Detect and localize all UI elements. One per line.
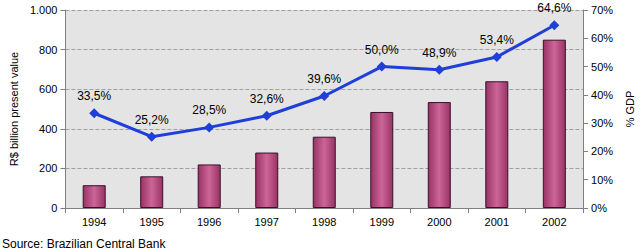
svg-text:200: 200: [39, 162, 57, 174]
svg-text:% GDP: % GDP: [624, 91, 636, 128]
svg-text:60%: 60%: [591, 32, 613, 44]
svg-text:1995: 1995: [139, 216, 163, 228]
svg-text:20%: 20%: [591, 145, 613, 157]
svg-text:50%: 50%: [591, 61, 613, 73]
svg-text:1999: 1999: [370, 216, 394, 228]
svg-text:25,2%: 25,2%: [135, 113, 169, 127]
svg-text:R$ billion present value: R$ billion present value: [8, 52, 20, 166]
svg-text:64,6%: 64,6%: [537, 1, 571, 15]
svg-text:48,9%: 48,9%: [422, 46, 456, 60]
svg-text:39,6%: 39,6%: [307, 72, 341, 86]
svg-text:0%: 0%: [591, 202, 607, 214]
svg-text:2001: 2001: [485, 216, 509, 228]
svg-text:50,0%: 50,0%: [365, 43, 399, 57]
svg-text:53,4%: 53,4%: [480, 33, 514, 47]
svg-text:70%: 70%: [591, 4, 613, 16]
svg-text:1997: 1997: [254, 216, 278, 228]
svg-text:1998: 1998: [312, 216, 336, 228]
svg-text:32,6%: 32,6%: [250, 92, 284, 106]
svg-text:2000: 2000: [427, 216, 451, 228]
svg-text:0: 0: [51, 202, 57, 214]
svg-text:800: 800: [39, 44, 57, 56]
svg-text:400: 400: [39, 123, 57, 135]
svg-text:1996: 1996: [197, 216, 221, 228]
svg-text:40%: 40%: [591, 89, 613, 101]
svg-text:33,5%: 33,5%: [77, 89, 111, 103]
svg-text:Source: Brazilian Central Bank: Source: Brazilian Central Bank: [2, 237, 166, 251]
svg-text:1994: 1994: [82, 216, 106, 228]
svg-text:2002: 2002: [542, 216, 566, 228]
svg-text:1.000: 1.000: [30, 4, 58, 16]
svg-text:10%: 10%: [591, 174, 613, 186]
svg-text:30%: 30%: [591, 117, 613, 129]
svg-text:600: 600: [39, 83, 57, 95]
svg-text:28,5%: 28,5%: [192, 103, 226, 117]
